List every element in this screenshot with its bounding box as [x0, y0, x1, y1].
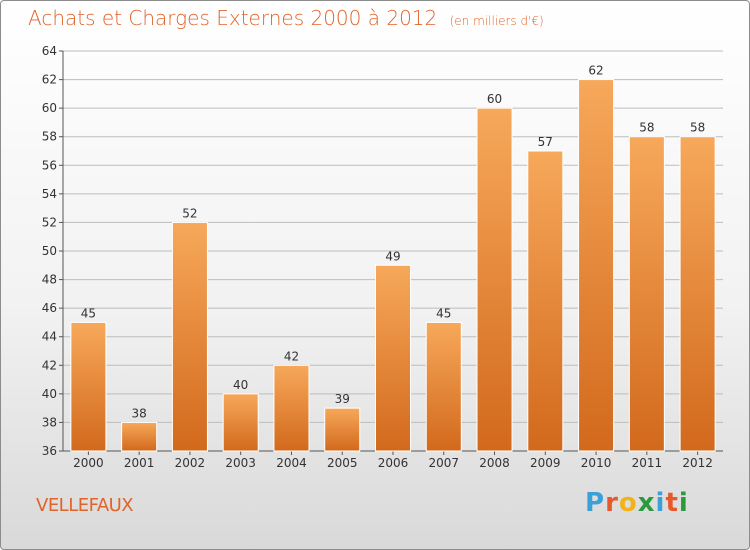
data-labels: 45 38 52 40 42 39 49 45 60 57 62 58 58	[81, 64, 706, 421]
y-tick-label: 44	[42, 330, 57, 344]
chart-title: Achats et Charges Externes 2000 à 2012 (…	[28, 6, 544, 30]
bar	[324, 407, 361, 452]
y-tick-label: 48	[42, 273, 57, 287]
bar	[121, 421, 158, 452]
x-tick-label: 2002	[175, 456, 206, 470]
y-tick-label: 50	[42, 244, 57, 258]
bar	[628, 136, 665, 452]
logo-letter: i	[678, 488, 689, 518]
x-tick-label: 2008	[479, 456, 510, 470]
x-tick-label: 2010	[581, 456, 612, 470]
bar	[476, 107, 513, 452]
bar	[273, 364, 310, 452]
logo-letter: P	[585, 488, 606, 518]
logo-letter: r	[605, 488, 619, 518]
title-text: Achats et Charges Externes 2000 à 2012	[28, 6, 438, 30]
bar	[171, 221, 208, 452]
x-tick-label: 2001	[124, 456, 155, 470]
bar	[527, 150, 564, 452]
logo-letter: o	[618, 488, 638, 518]
x-tick-label: 2009	[530, 456, 561, 470]
y-tick-label: 38	[42, 415, 57, 429]
bar	[70, 321, 107, 452]
x-tick-label: 2006	[378, 456, 409, 470]
logo-letter: t	[665, 488, 679, 518]
y-tick-label: 46	[42, 301, 57, 315]
data-label: 45	[436, 306, 451, 320]
x-tick-label: 2007	[428, 456, 459, 470]
data-label: 62	[588, 64, 603, 78]
y-tick-label: 60	[42, 101, 57, 115]
data-label: 39	[335, 392, 350, 406]
y-tick-label: 58	[42, 130, 57, 144]
logo-letter: i	[655, 488, 666, 518]
y-tick-label: 42	[42, 358, 57, 372]
data-label: 40	[233, 378, 248, 392]
bar	[425, 321, 462, 452]
y-tick-label: 52	[42, 215, 57, 229]
data-label: 42	[284, 349, 299, 363]
y-tick-label: 56	[42, 158, 57, 172]
x-tick-label: 2005	[327, 456, 358, 470]
data-label: 38	[132, 406, 147, 420]
bars	[70, 79, 716, 452]
y-tick-label: 62	[42, 73, 57, 87]
unit-label: (en milliers d'€)	[449, 14, 544, 28]
data-label: 52	[182, 206, 197, 220]
x-tick-label: 2003	[225, 456, 256, 470]
bar	[679, 136, 716, 452]
y-tick-label: 64	[42, 44, 57, 58]
x-tick-label: 2011	[632, 456, 663, 470]
x-tick-label: 2000	[73, 456, 104, 470]
bar	[222, 393, 259, 452]
bar	[578, 79, 615, 452]
x-tick-label: 2012	[682, 456, 713, 470]
y-tick-label: 40	[42, 387, 57, 401]
x-tick-label: 2004	[276, 456, 307, 470]
logo-letter: x	[637, 488, 656, 518]
commune-name: VELLEFAUX	[36, 495, 134, 516]
y-tick-label: 36	[42, 444, 57, 458]
data-label: 60	[487, 92, 502, 106]
data-label: 58	[639, 121, 654, 135]
data-label: 58	[690, 121, 705, 135]
data-label: 49	[385, 249, 400, 263]
data-label: 45	[81, 306, 96, 320]
proxiti-logo: Proxiti	[585, 488, 689, 518]
data-label: 57	[538, 135, 553, 149]
y-tick-label: 54	[42, 187, 57, 201]
bar	[374, 264, 412, 452]
